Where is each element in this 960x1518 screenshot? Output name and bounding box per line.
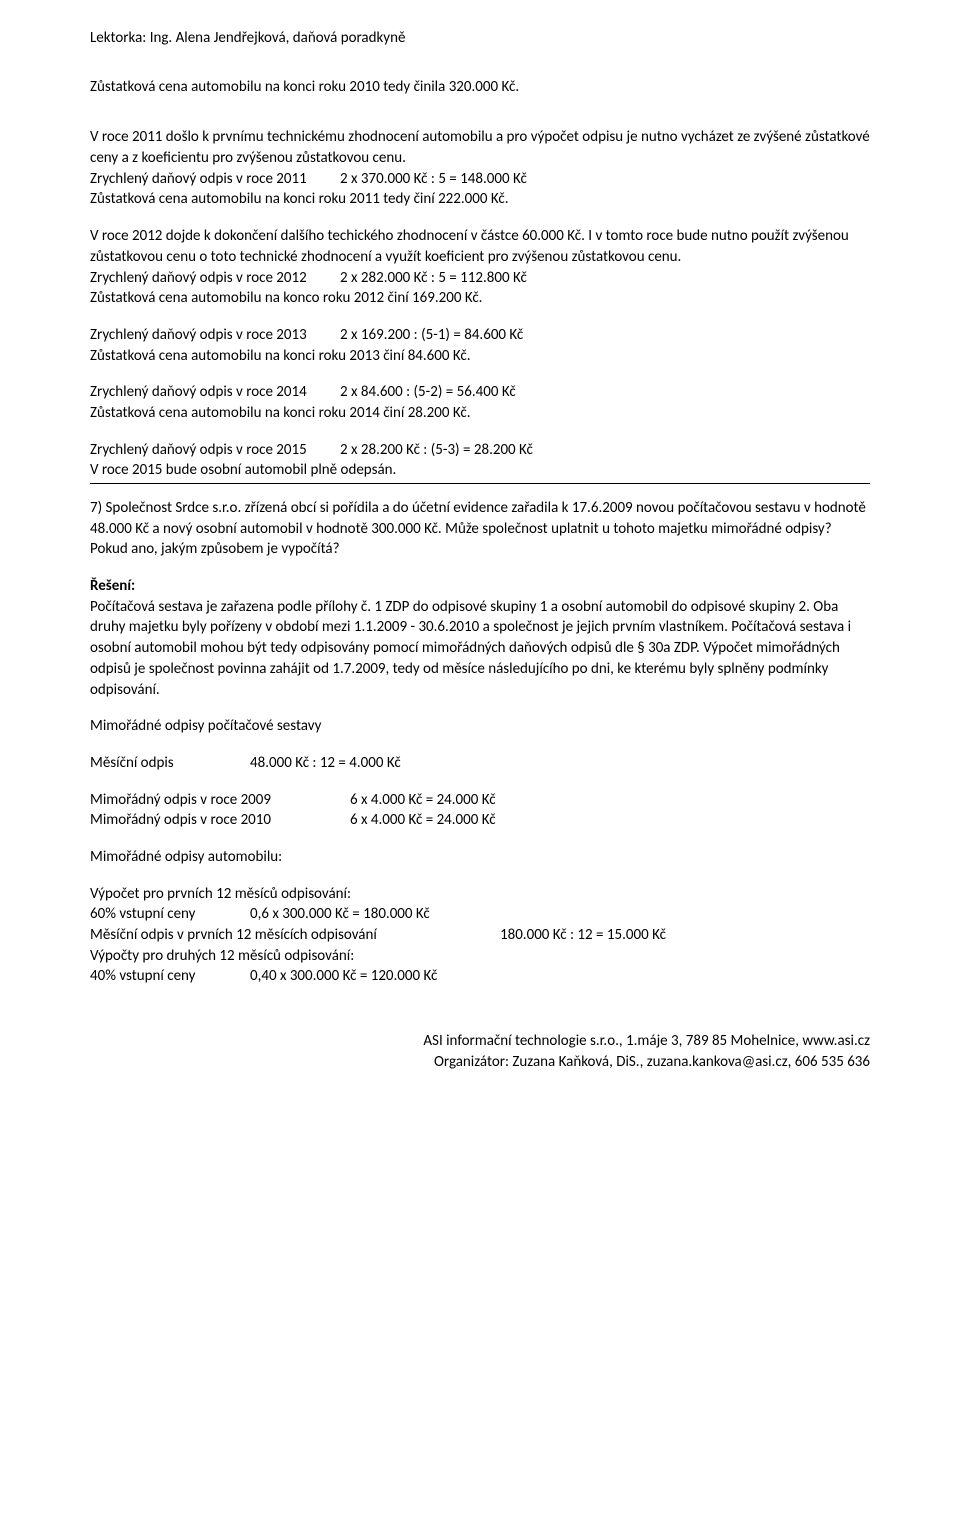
auto-40-calc: 0,40 x 300.000 Kč = 120.000 Kč <box>250 966 870 987</box>
residual-2013: Zůstatková cena automobilu na konci roku… <box>90 346 870 367</box>
auto-60-row: 60% vstupní ceny 0,6 x 300.000 Kč = 180.… <box>90 904 870 925</box>
mimo-pc-heading: Mimořádné odpisy počítačové sestavy <box>90 716 870 737</box>
solution-section: Řešení: Počítačová sestava je zařazena p… <box>90 576 870 700</box>
odpis-2015-label: Zrychlený daňový odpis v roce 2015 <box>90 440 340 461</box>
mimo-2010-row: Mimořádný odpis v roce 2010 6 x 4.000 Kč… <box>90 810 870 831</box>
mesicni-odpis-row: Měsíční odpis 48.000 Kč : 12 = 4.000 Kč <box>90 753 870 774</box>
question-7: 7) Společnost Srdce s.r.o. zřízená obcí … <box>90 498 870 560</box>
mesicni-odpis-label: Měsíční odpis <box>90 753 250 774</box>
auto-mesicni-row: Měsíční odpis v prvních 12 měsících odpi… <box>90 925 870 946</box>
residual-2012: Zůstatková cena automobilu na konco roku… <box>90 288 870 309</box>
para-2011: V roce 2011 došlo k prvnímu technickému … <box>90 127 870 168</box>
odpis-2013-calc: 2 x 169.200 : (5-1) = 84.600 Kč <box>340 325 870 346</box>
footer: ASI informační technologie s.r.o., 1.máj… <box>90 1031 870 1072</box>
odpis-2015-calc: 2 x 28.200 Kč : (5-3) = 28.200 Kč <box>340 440 870 461</box>
residual-2011: Zůstatková cena automobilu na konci roku… <box>90 189 870 210</box>
mimo-2010-label: Mimořádný odpis v roce 2010 <box>90 810 350 831</box>
odpis-2011-label: Zrychlený daňový odpis v roce 2011 <box>90 169 340 190</box>
odpis-2015-row: Zrychlený daňový odpis v roce 2015 2 x 2… <box>90 440 870 461</box>
mimo-2010-calc: 6 x 4.000 Kč = 24.000 Kč <box>350 810 510 831</box>
mesicni-odpis-calc: 48.000 Kč : 12 = 4.000 Kč <box>250 753 870 774</box>
mimo-2009-calc: 6 x 4.000 Kč = 24.000 Kč <box>350 790 510 811</box>
auto-l1: Výpočet pro prvních 12 měsíců odpisování… <box>90 884 870 905</box>
solution-heading: Řešení: <box>90 576 870 597</box>
auto-mesicni-label: Měsíční odpis v prvních 12 měsících odpi… <box>90 925 430 946</box>
odpis-2013-label: Zrychlený daňový odpis v roce 2013 <box>90 325 340 346</box>
residual-2014: Zůstatková cena automobilu na konci roku… <box>90 403 870 424</box>
auto-60-calc: 0,6 x 300.000 Kč = 180.000 Kč <box>250 904 870 925</box>
auto-l4: Výpočty pro druhých 12 měsíců odpisování… <box>90 946 870 967</box>
residual-2015: V roce 2015 bude osobní automobil plně o… <box>90 460 870 481</box>
lecturer-name: Ing. Alena Jendřejková, daňová poradkyně <box>150 29 406 47</box>
residual-2010: Zůstatková cena automobilu na konci roku… <box>90 77 870 98</box>
odpis-2014-label: Zrychlený daňový odpis v roce 2014 <box>90 382 340 403</box>
odpis-2014-calc: 2 x 84.600 : (5-2) = 56.400 Kč <box>340 382 870 403</box>
auto-mesicni-calc: 180.000 Kč : 12 = 15.000 Kč <box>500 925 870 946</box>
footer-line1: ASI informační technologie s.r.o., 1.máj… <box>90 1031 870 1052</box>
mimo-auto-heading: Mimořádné odpisy automobilu: <box>90 847 870 868</box>
lecturer-label: Lektorka: <box>90 29 146 47</box>
mimo-2009-label: Mimořádný odpis v roce 2009 <box>90 790 350 811</box>
odpis-2011-row: Zrychlený daňový odpis v roce 2011 2 x 3… <box>90 169 870 190</box>
mimo-2009-row: Mimořádný odpis v roce 2009 6 x 4.000 Kč… <box>90 790 870 811</box>
footer-line2: Organizátor: Zuzana Kaňková, DiS., zuzan… <box>90 1052 870 1073</box>
odpis-2012-label: Zrychlený daňový odpis v roce 2012 <box>90 268 340 289</box>
document-page: Lektorka: Ing. Alena Jendřejková, daňová… <box>0 0 960 1100</box>
lecturer-header: Lektorka: Ing. Alena Jendřejková, daňová… <box>90 28 870 49</box>
para-2012: V roce 2012 dojde k dokončení dalšího te… <box>90 226 870 267</box>
auto-60-label: 60% vstupní ceny <box>90 904 250 925</box>
auto-40-label: 40% vstupní ceny <box>90 966 250 987</box>
auto-40-row: 40% vstupní ceny 0,40 x 300.000 Kč = 120… <box>90 966 870 987</box>
odpis-2014-row: Zrychlený daňový odpis v roce 2014 2 x 8… <box>90 382 870 403</box>
odpis-2012-row: Zrychlený daňový odpis v roce 2012 2 x 2… <box>90 268 870 289</box>
odpis-2013-row: Zrychlený daňový odpis v roce 2013 2 x 1… <box>90 325 870 346</box>
solution-body: Počítačová sestava je zařazena podle pří… <box>90 597 870 700</box>
odpis-2011-calc: 2 x 370.000 Kč : 5 = 148.000 Kč <box>340 169 870 190</box>
odpis-2012-calc: 2 x 282.000 Kč : 5 = 112.800 Kč <box>340 268 870 289</box>
divider <box>90 483 870 484</box>
